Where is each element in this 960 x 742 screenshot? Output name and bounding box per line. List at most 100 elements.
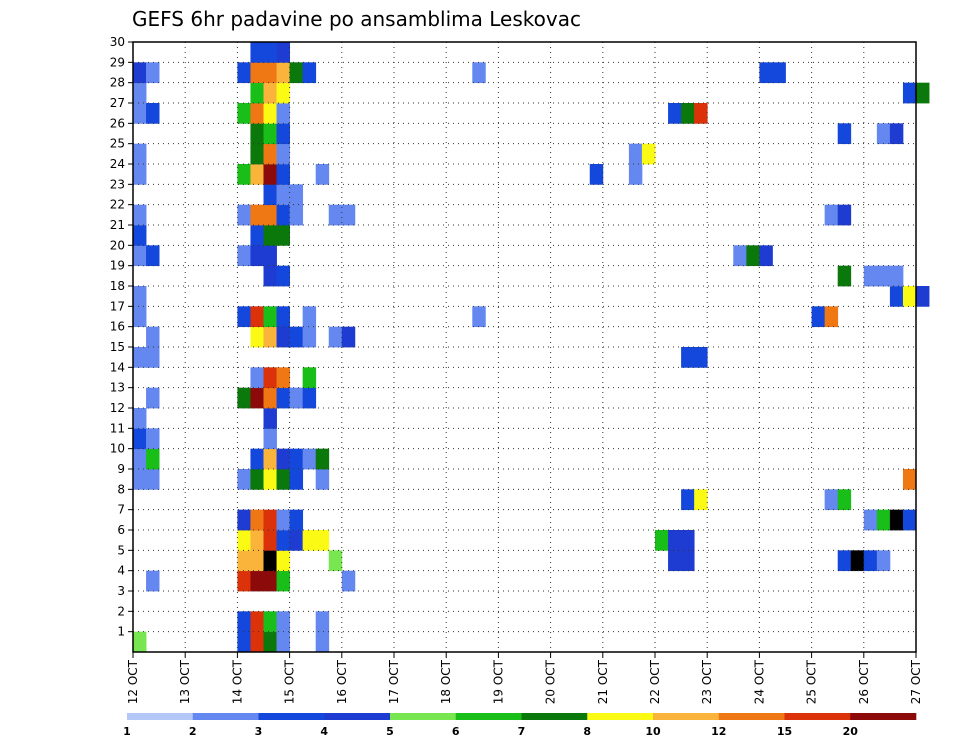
heatmap-cell — [263, 387, 277, 409]
heatmap-cell — [681, 489, 695, 511]
colorbar-swatch — [324, 713, 391, 720]
y-tick-label: 16 — [110, 320, 125, 334]
heatmap-cell — [250, 530, 264, 551]
heatmap-cell — [250, 82, 264, 104]
heatmap-cell — [276, 62, 290, 84]
heatmap-cell — [681, 347, 695, 368]
heatmap-cell — [472, 62, 486, 84]
heatmap-cell — [263, 469, 277, 490]
heatmap-cell — [250, 143, 264, 165]
heatmap-cell — [328, 550, 343, 572]
heatmap-cell — [772, 62, 786, 84]
heatmap-cell — [302, 62, 317, 84]
heatmap-cell — [146, 428, 160, 450]
colorbar-swatch — [784, 713, 851, 720]
heatmap-cell — [315, 530, 330, 551]
heatmap-cell — [250, 550, 264, 572]
colorbar-swatch — [653, 713, 720, 720]
heatmap-cell — [902, 82, 917, 104]
heatmap-cell — [133, 62, 147, 84]
heatmap-cell — [302, 306, 317, 328]
heatmap-cell — [889, 286, 904, 307]
heatmap-cell — [472, 306, 486, 328]
colorbar-label: 7 — [518, 725, 526, 738]
heatmap-cell — [263, 408, 277, 429]
heatmap-cell — [824, 489, 839, 511]
heatmap-cell — [237, 570, 251, 592]
heatmap-cell — [133, 286, 147, 307]
colorbar-label: 5 — [386, 725, 394, 738]
heatmap-cell — [250, 367, 264, 389]
y-tick-label: 8 — [117, 482, 125, 496]
heatmap-cell — [250, 570, 264, 592]
y-tick-label: 19 — [110, 259, 125, 273]
x-tick-label: 25 OCT — [805, 659, 819, 704]
heatmap-cell — [341, 326, 356, 348]
heatmap-cell — [628, 143, 643, 165]
heatmap-cell — [876, 265, 891, 287]
x-tick-label: 12 OCT — [126, 659, 140, 704]
heatmap-cell — [276, 164, 290, 185]
heatmap-cell — [237, 62, 251, 84]
y-tick-label: 1 — [117, 625, 125, 639]
heatmap-cell — [146, 62, 160, 84]
heatmap-cell — [289, 530, 304, 551]
y-tick-label: 22 — [110, 198, 125, 212]
heatmap-cell — [133, 82, 147, 104]
heatmap-cells — [133, 42, 930, 653]
y-tick-label: 29 — [110, 55, 125, 69]
heatmap-cell — [850, 550, 865, 572]
colorbar-swatch — [390, 713, 457, 720]
heatmap-cell — [146, 570, 160, 592]
y-tick-label: 18 — [110, 279, 125, 293]
heatmap-cell — [315, 164, 330, 185]
heatmap-cell — [902, 286, 917, 307]
heatmap-cell — [263, 123, 277, 145]
heatmap-cell — [289, 469, 304, 490]
heatmap-cell — [263, 225, 277, 246]
colorbar-label: 1 — [123, 725, 131, 738]
heatmap-cell — [302, 387, 317, 409]
heatmap-cell — [263, 306, 277, 328]
x-tick-label: 17 OCT — [387, 659, 401, 704]
heatmap-cell — [328, 326, 343, 348]
colorbar-swatch — [455, 713, 522, 720]
y-tick-label: 6 — [117, 523, 125, 537]
heatmap-cell — [263, 184, 277, 206]
x-tick-label: 27 OCT — [909, 659, 923, 704]
heatmap-cell — [837, 204, 852, 226]
heatmap-cell — [250, 123, 264, 145]
y-tick-label: 10 — [110, 442, 125, 456]
heatmap-cell — [863, 509, 878, 531]
heatmap-cell — [289, 62, 304, 84]
heatmap-cell — [250, 245, 264, 267]
heatmap-cell — [263, 550, 277, 572]
heatmap-cell — [237, 550, 251, 572]
y-tick-label: 9 — [117, 462, 125, 476]
heatmap-cell — [263, 428, 277, 450]
heatmap-cell — [289, 204, 304, 226]
heatmap-cell — [146, 448, 160, 470]
heatmap-cell — [837, 123, 852, 145]
heatmap-cell — [276, 143, 290, 165]
chart-title: GEFS 6hr padavine po ansamblima Leskovac — [132, 7, 581, 31]
heatmap-cell — [889, 123, 904, 145]
x-tick-label: 23 OCT — [700, 659, 714, 704]
x-tick-label: 15 OCT — [283, 659, 297, 704]
heatmap-cell — [250, 611, 264, 633]
heatmap-cell — [589, 164, 604, 185]
x-tick-label: 20 OCT — [544, 659, 558, 704]
heatmap-cell — [668, 103, 682, 124]
heatmap-cell — [133, 408, 147, 429]
y-tick-label: 7 — [117, 503, 125, 517]
heatmap-cell — [628, 164, 643, 185]
heatmap-cell — [250, 225, 264, 246]
heatmap-cell — [146, 347, 160, 368]
heatmap-cell — [746, 245, 760, 267]
heatmap-cell — [263, 509, 277, 531]
colorbar: 1 2 3 4 5 6 7 8 10 12 15 20 — [123, 713, 917, 738]
heatmap-cell — [237, 387, 251, 409]
colorbar-swatch — [850, 713, 917, 720]
heatmap-cell — [263, 143, 277, 165]
heatmap-cell — [276, 225, 290, 246]
